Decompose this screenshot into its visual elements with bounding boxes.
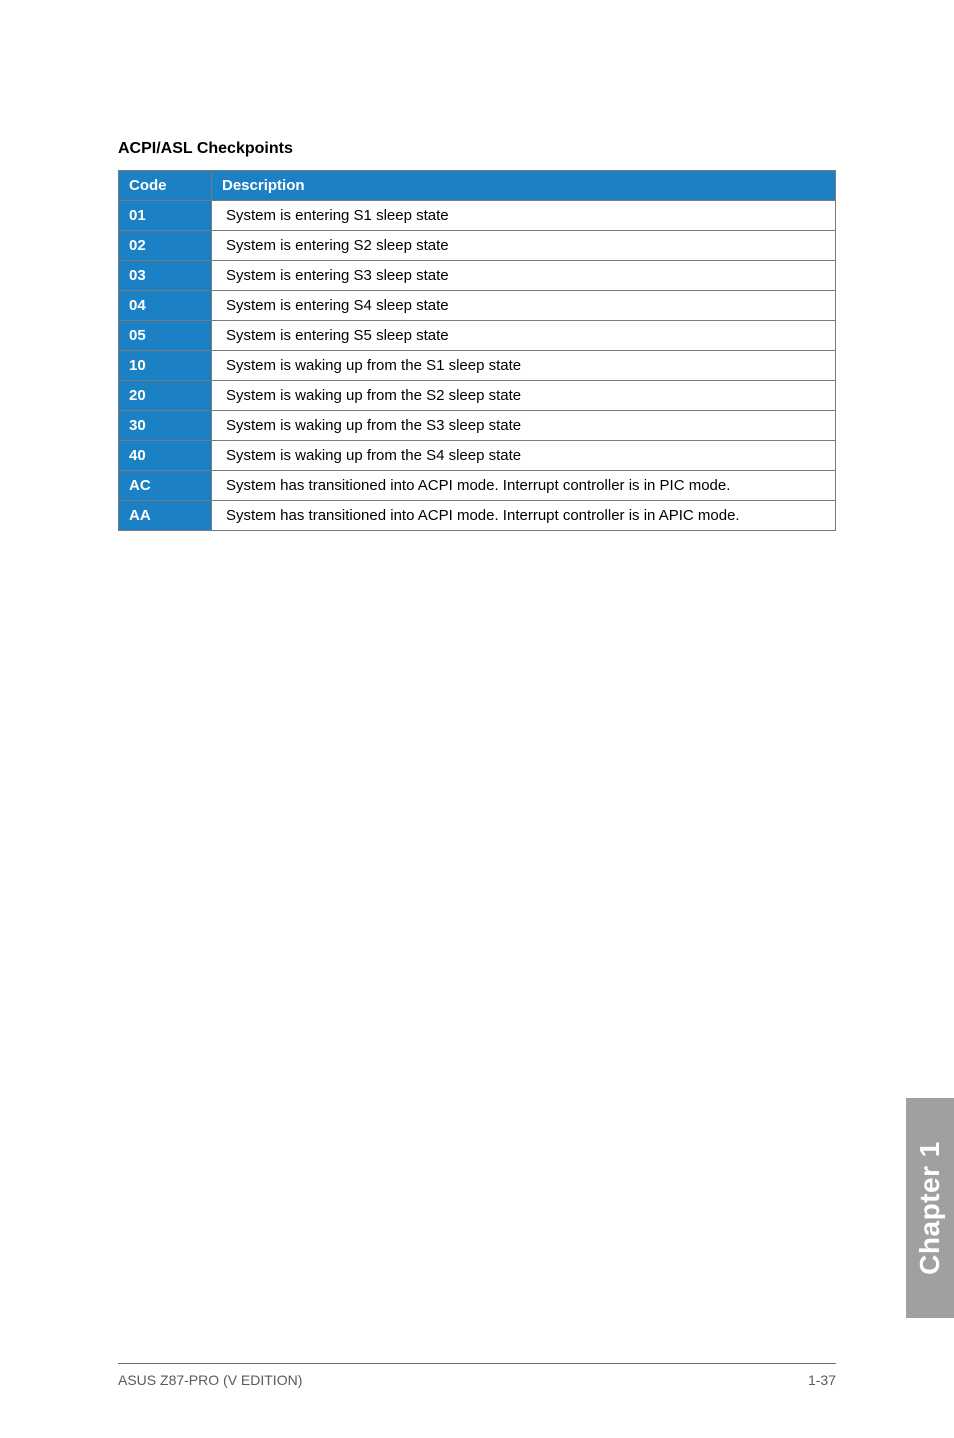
code-cell: 02	[119, 231, 212, 261]
section-title: ACPI/ASL Checkpoints	[118, 140, 836, 158]
desc-cell: System is waking up from the S3 sleep st…	[212, 411, 836, 441]
table-row: 01 System is entering S1 sleep state	[119, 201, 836, 231]
chapter-side-tab: Chapter 1	[906, 1098, 954, 1318]
table-row: 03 System is entering S3 sleep state	[119, 261, 836, 291]
page: ACPI/ASL Checkpoints Code Description 01…	[0, 0, 954, 1438]
desc-cell: System has transitioned into ACPI mode. …	[212, 471, 836, 501]
table-row: 40 System is waking up from the S4 sleep…	[119, 441, 836, 471]
code-cell: 01	[119, 201, 212, 231]
desc-cell: System is waking up from the S4 sleep st…	[212, 441, 836, 471]
desc-cell: System is entering S1 sleep state	[212, 201, 836, 231]
table-row: 20 System is waking up from the S2 sleep…	[119, 381, 836, 411]
page-footer: ASUS Z87-PRO (V EDITION) 1-37	[118, 1363, 836, 1388]
code-cell: AA	[119, 501, 212, 531]
desc-cell: System is waking up from the S1 sleep st…	[212, 351, 836, 381]
table-row: 10 System is waking up from the S1 sleep…	[119, 351, 836, 381]
desc-cell: System is entering S5 sleep state	[212, 321, 836, 351]
col-header-description: Description	[212, 171, 836, 201]
code-cell: 20	[119, 381, 212, 411]
codes-table: Code Description 01 System is entering S…	[118, 170, 836, 531]
table-row: 30 System is waking up from the S3 sleep…	[119, 411, 836, 441]
desc-cell: System is waking up from the S2 sleep st…	[212, 381, 836, 411]
desc-cell: System is entering S4 sleep state	[212, 291, 836, 321]
code-cell: 40	[119, 441, 212, 471]
chapter-side-tab-label: Chapter 1	[914, 1141, 946, 1275]
desc-cell: System has transitioned into ACPI mode. …	[212, 501, 836, 531]
code-cell: 04	[119, 291, 212, 321]
col-header-code: Code	[119, 171, 212, 201]
desc-cell: System is entering S3 sleep state	[212, 261, 836, 291]
table-row: AA System has transitioned into ACPI mod…	[119, 501, 836, 531]
code-cell: 30	[119, 411, 212, 441]
table-row: 04 System is entering S4 sleep state	[119, 291, 836, 321]
footer-right: 1-37	[808, 1372, 836, 1388]
table-row: 02 System is entering S2 sleep state	[119, 231, 836, 261]
code-cell: 05	[119, 321, 212, 351]
desc-cell: System is entering S2 sleep state	[212, 231, 836, 261]
table-row: 05 System is entering S5 sleep state	[119, 321, 836, 351]
table-header-row: Code Description	[119, 171, 836, 201]
code-cell: 10	[119, 351, 212, 381]
code-cell: 03	[119, 261, 212, 291]
footer-left: ASUS Z87-PRO (V EDITION)	[118, 1372, 302, 1388]
table-row: AC System has transitioned into ACPI mod…	[119, 471, 836, 501]
code-cell: AC	[119, 471, 212, 501]
